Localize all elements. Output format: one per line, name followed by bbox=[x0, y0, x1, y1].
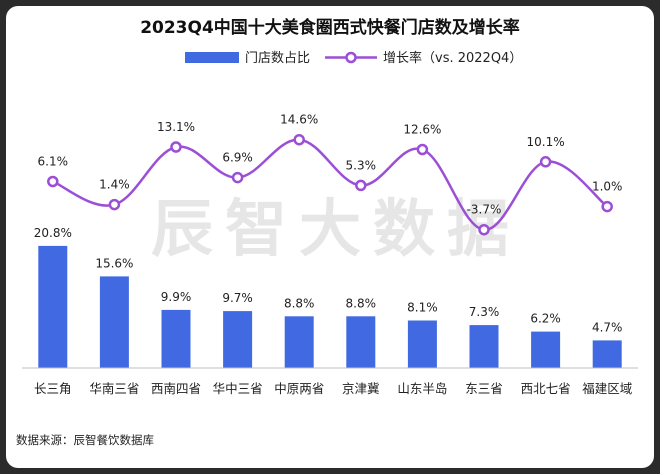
category-label: 福建区域 bbox=[582, 381, 632, 396]
bar-value-label: 9.9% bbox=[161, 290, 192, 304]
line-point bbox=[539, 156, 552, 168]
bar-value-label: 9.7% bbox=[222, 291, 253, 305]
line-point bbox=[170, 141, 182, 153]
bar-value-label: 8.8% bbox=[346, 296, 377, 310]
bar bbox=[346, 316, 376, 368]
line-value-label: 1.0% bbox=[592, 180, 623, 194]
chart-title: 2023Q4中国十大美食圈西式快餐门店数及增长率 bbox=[140, 17, 520, 38]
line-value-label: 13.1% bbox=[157, 120, 195, 134]
bar bbox=[284, 316, 314, 368]
chart-card: 2023Q4中国十大美食圈西式快餐门店数及增长率 门店数占比 增长率（vs. 2… bbox=[6, 6, 654, 468]
bar-value-label: 4.7% bbox=[592, 320, 623, 334]
bar-value-label: 7.3% bbox=[469, 305, 500, 319]
legend: 门店数占比 增长率（vs. 2022Q4） bbox=[185, 50, 522, 66]
line-point bbox=[478, 223, 490, 236]
combo-chart: 2023Q4中国十大美食圈西式快餐门店数及增长率 门店数占比 增长率（vs. 2… bbox=[16, 17, 638, 447]
category-label: 京津冀 bbox=[342, 381, 380, 396]
watermark: 辰智大数据 bbox=[151, 192, 521, 265]
line-value-label: 1.4% bbox=[99, 178, 130, 192]
bar bbox=[592, 340, 622, 368]
growth-rate-line bbox=[52, 138, 608, 231]
line-value-label: 14.6% bbox=[280, 113, 318, 127]
line-point bbox=[355, 179, 367, 192]
bar-value-label: 8.1% bbox=[407, 301, 438, 315]
category-axis: 长三角 华南三省 西南四省 华中三省 中原两省 京津冀 山东半岛 东三省 西北七省 福建区域 bbox=[34, 381, 632, 396]
bar bbox=[223, 311, 253, 368]
legend-line-marker bbox=[345, 51, 357, 64]
bar bbox=[99, 276, 129, 368]
category-label: 西北七省 bbox=[521, 381, 571, 396]
bar-value-label: 8.8% bbox=[284, 296, 315, 310]
line-point bbox=[231, 171, 244, 184]
line-point bbox=[108, 198, 121, 211]
bar bbox=[161, 309, 191, 368]
bar-value-label: 6.2% bbox=[530, 312, 561, 326]
line-value-label: 10.1% bbox=[527, 135, 565, 149]
line-value-label: -3.7% bbox=[467, 203, 502, 217]
bar bbox=[407, 320, 437, 368]
line-value-label: 12.6% bbox=[403, 123, 441, 137]
bar bbox=[531, 331, 561, 368]
line-point bbox=[47, 175, 59, 188]
category-label: 华南三省 bbox=[89, 381, 139, 396]
source-note: 数据来源：辰智餐饮数据库 bbox=[16, 433, 154, 447]
category-label: 中原两省 bbox=[274, 381, 324, 396]
category-label: 长三角 bbox=[34, 381, 72, 396]
line-value-label: 6.1% bbox=[38, 155, 69, 169]
legend-bar-label: 门店数占比 bbox=[245, 51, 310, 66]
line-point bbox=[293, 133, 305, 146]
bar-value-label: 20.8% bbox=[34, 226, 72, 240]
category-label: 东三省 bbox=[465, 381, 503, 396]
line-point bbox=[601, 200, 613, 213]
bar bbox=[38, 245, 68, 368]
legend-line-label: 增长率（vs. 2022Q4） bbox=[383, 50, 522, 66]
category-label: 华中三省 bbox=[213, 381, 263, 396]
legend-bar-swatch bbox=[185, 52, 239, 63]
line-series: 6.1% 1.4% 13.1% 6.9% 14.6% 5.3% 12.6% -3.7% 10.1… bbox=[38, 113, 623, 236]
line-point bbox=[416, 143, 429, 156]
line-value-label: 6.9% bbox=[222, 151, 253, 165]
bar-series: 20.8% 15.6% 9.9% 9.7% 8.8% 8.8% 8.1% 7.3% 6.2% 4.… bbox=[34, 226, 623, 368]
category-label: 西南四省 bbox=[151, 381, 201, 396]
line-value-label: 5.3% bbox=[346, 158, 377, 172]
category-label: 山东半岛 bbox=[397, 381, 447, 396]
bar bbox=[469, 325, 499, 368]
bar-value-label: 15.6% bbox=[95, 256, 133, 270]
